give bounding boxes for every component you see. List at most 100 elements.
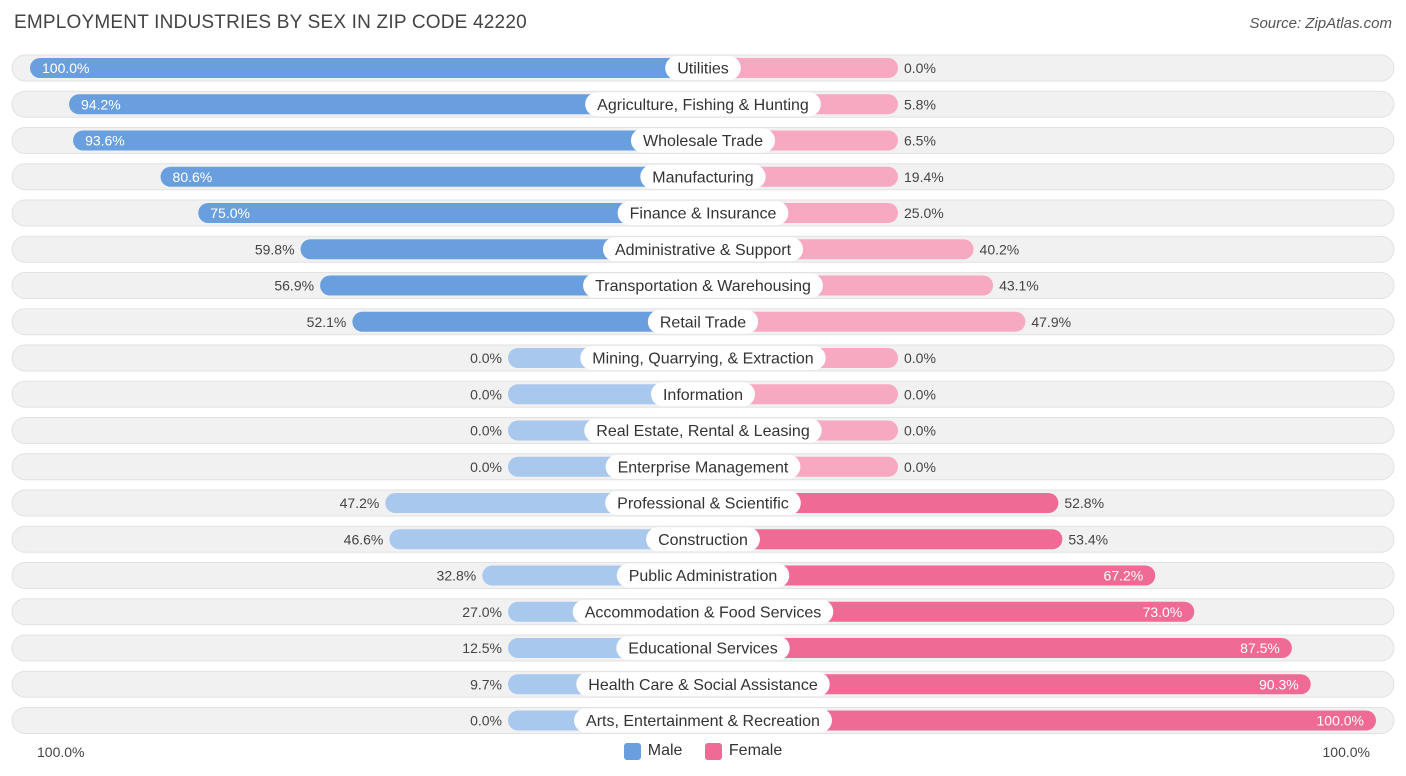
- chart-row: 59.8% 40.2% Administrative & Support: [11, 235, 1395, 263]
- chart-row: 9.7% 90.3% Health Care & Social Assistance: [11, 670, 1395, 698]
- male-value-label: 56.9%: [274, 278, 314, 294]
- male-value-label: 9.7%: [470, 676, 502, 692]
- legend-swatch-male: [623, 742, 641, 760]
- category-label: Arts, Entertainment & Recreation: [586, 713, 820, 730]
- female-value-label: 0.0%: [904, 459, 936, 475]
- bar-female: [703, 710, 1376, 731]
- chart-row: 56.9% 43.1% Transportation & Warehousing: [11, 272, 1395, 299]
- bar-female: [703, 58, 898, 78]
- category-label: Finance & Insurance: [630, 206, 777, 223]
- legend-label-female: Female: [728, 742, 783, 759]
- category-label-background: [647, 309, 759, 334]
- chart-row: 93.6% 6.5% Wholesale Trade: [11, 127, 1395, 154]
- category-label: Health Care & Social Assistance: [588, 677, 818, 694]
- female-value-label: 0.0%: [904, 60, 936, 76]
- category-label-background: [640, 164, 766, 189]
- category-label-background: [650, 382, 756, 407]
- female-value-label: 100.0%: [1317, 713, 1364, 729]
- category-label: Information: [663, 387, 743, 404]
- category-label-background: [605, 454, 801, 479]
- male-value-label: 0.0%: [470, 386, 502, 402]
- category-label-background: [585, 92, 821, 117]
- category-label: Mining, Quarrying, & Extraction: [592, 351, 813, 368]
- category-label: Educational Services: [628, 641, 777, 658]
- female-value-label: 87.5%: [1240, 640, 1280, 656]
- female-value-label: 19.4%: [904, 169, 944, 185]
- bar-female: [703, 529, 1063, 550]
- male-value-label: 0.0%: [470, 459, 502, 475]
- bar-male: [73, 130, 703, 151]
- category-label: Utilities: [677, 61, 729, 78]
- category-label-background: [580, 346, 826, 370]
- bar-male: [198, 203, 703, 223]
- bar-female: [703, 311, 1026, 332]
- category-label-background: [616, 636, 790, 660]
- chart-row: 12.5% 87.5% Educational Services: [11, 634, 1395, 662]
- female-value-label: 90.3%: [1259, 676, 1299, 692]
- legend: Male Female: [0, 742, 1406, 765]
- legend-swatch-female: [704, 742, 722, 760]
- female-value-label: 5.8%: [904, 96, 936, 112]
- male-value-label: 32.8%: [437, 568, 477, 584]
- chart-row: 46.6% 53.4% Construction: [11, 525, 1395, 553]
- chart-row: 100.0% 0.0% Utilities: [11, 54, 1395, 82]
- male-value-label: 75.0%: [210, 205, 250, 221]
- category-label: Manufacturing: [652, 169, 753, 186]
- chart-row: 94.2% 5.8% Agriculture, Fishing & Hunting: [11, 90, 1395, 118]
- category-label: Accommodation & Food Services: [585, 604, 822, 621]
- chart-row: 0.0% 0.0% Real Estate, Rental & Leasing: [11, 417, 1395, 444]
- chart-row: 75.0% 25.0% Finance & Insurance: [11, 199, 1395, 227]
- chart-title: EMPLOYMENT INDUSTRIES BY SEX IN ZIP CODE…: [14, 12, 527, 33]
- male-value-label: 27.0%: [462, 604, 502, 620]
- axis-right-label: 100.0%: [1322, 744, 1370, 760]
- male-value-label: 46.6%: [344, 531, 384, 547]
- chart-row: 0.0% 0.0% Enterprise Management: [11, 453, 1395, 481]
- female-value-label: 73.0%: [1143, 604, 1183, 620]
- category-label: Construction: [658, 532, 748, 549]
- category-label: Real Estate, Rental & Leasing: [596, 423, 809, 440]
- category-label: Administrative & Support: [615, 242, 792, 259]
- female-value-label: 67.2%: [1104, 568, 1144, 584]
- chart-row: 47.2% 52.8% Professional & Scientific: [11, 489, 1395, 517]
- category-label: Wholesale Trade: [643, 133, 763, 150]
- category-label-background: [583, 273, 823, 298]
- chart-row: 0.0% 100.0% Arts, Entertainment & Recreati…: [11, 707, 1395, 734]
- female-value-label: 0.0%: [904, 350, 936, 366]
- legend-item-male: Male: [623, 742, 683, 760]
- bar-male: [389, 529, 703, 550]
- category-label-background: [584, 418, 822, 443]
- male-value-label: 100.0%: [42, 60, 89, 76]
- category-label-background: [572, 599, 834, 624]
- male-value-label: 94.2%: [81, 96, 121, 112]
- male-value-label: 47.2%: [340, 495, 380, 511]
- category-label: Public Administration: [629, 568, 778, 585]
- category-label-background: [665, 56, 741, 80]
- chart-row: 27.0% 73.0% Accommodation & Food Services: [11, 598, 1395, 626]
- legend-label-male: Male: [647, 742, 683, 759]
- category-label-background: [616, 563, 790, 588]
- category-label: Transportation & Warehousing: [595, 278, 811, 295]
- axis-left-label: 100.0%: [37, 744, 85, 760]
- legend-item-female: Female: [704, 742, 783, 760]
- category-label-background: [605, 491, 801, 515]
- female-value-label: 6.5%: [904, 133, 936, 149]
- bar-female: [703, 638, 1292, 658]
- male-value-label: 0.0%: [470, 350, 502, 366]
- category-label-background: [646, 527, 760, 552]
- female-value-label: 53.4%: [1068, 531, 1108, 547]
- male-value-label: 80.6%: [173, 169, 213, 185]
- female-value-label: 0.0%: [904, 386, 936, 402]
- bar-male: [352, 311, 703, 332]
- chart-source: Source: ZipAtlas.com: [1249, 15, 1392, 32]
- category-label-background: [630, 128, 776, 153]
- category-label-background: [576, 672, 830, 697]
- chart-row: 52.1% 47.9% Retail Trade: [11, 308, 1395, 336]
- male-value-label: 0.0%: [470, 423, 502, 439]
- male-value-label: 0.0%: [470, 713, 502, 729]
- category-label: Professional & Scientific: [617, 496, 789, 513]
- bar-male: [69, 94, 703, 115]
- category-label-background: [574, 708, 832, 733]
- chart-row: 80.6% 19.4% Manufacturing: [11, 163, 1395, 191]
- bar-chart: 100.0% 0.0% Utilities 94.2% 5.8% Agriculture,…: [11, 54, 1395, 734]
- category-label: Agriculture, Fishing & Hunting: [597, 97, 809, 114]
